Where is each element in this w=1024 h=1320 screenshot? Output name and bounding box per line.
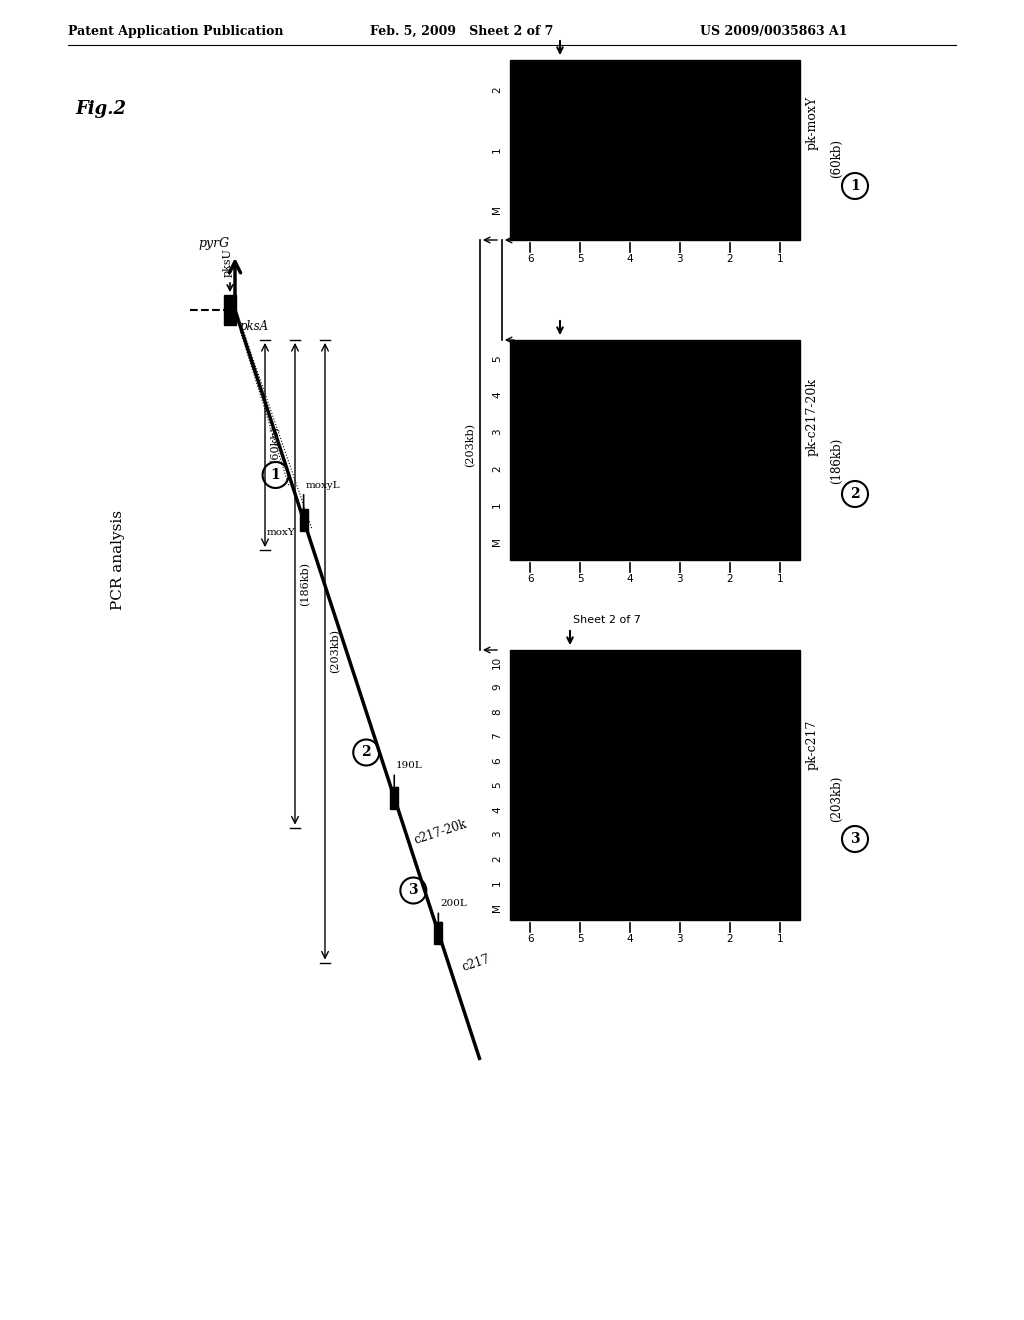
Text: Sheet 2 of 7: Sheet 2 of 7 xyxy=(573,615,641,624)
Bar xyxy=(300,510,307,531)
Text: M: M xyxy=(492,537,502,546)
Text: 1: 1 xyxy=(270,469,281,482)
Text: Fig.2: Fig.2 xyxy=(75,100,126,117)
Bar xyxy=(224,294,236,325)
Text: 3: 3 xyxy=(492,830,502,837)
Text: 5: 5 xyxy=(492,355,502,362)
Text: (203kb): (203kb) xyxy=(830,775,843,821)
Text: 3: 3 xyxy=(677,253,683,264)
Text: 3: 3 xyxy=(850,832,860,846)
Text: 5: 5 xyxy=(577,574,584,583)
Text: 1: 1 xyxy=(850,180,860,193)
Text: 3: 3 xyxy=(492,429,502,436)
Text: 6: 6 xyxy=(492,758,502,764)
Text: 1: 1 xyxy=(492,880,502,887)
Text: 4: 4 xyxy=(627,935,634,944)
Text: (203kb): (203kb) xyxy=(330,630,340,673)
Text: 2: 2 xyxy=(492,465,502,471)
Bar xyxy=(510,341,800,560)
Text: (186kb): (186kb) xyxy=(300,562,310,606)
Text: 3: 3 xyxy=(677,935,683,944)
Text: pyrG: pyrG xyxy=(199,238,230,249)
Text: 8: 8 xyxy=(492,708,502,714)
Text: M: M xyxy=(492,903,502,912)
Bar xyxy=(510,59,800,240)
Text: 2: 2 xyxy=(850,487,860,502)
Text: 2: 2 xyxy=(361,746,371,759)
Bar xyxy=(390,787,398,808)
Text: 2: 2 xyxy=(492,87,502,94)
Text: 6: 6 xyxy=(527,574,534,583)
Text: 5: 5 xyxy=(577,935,584,944)
Text: 10: 10 xyxy=(492,656,502,669)
Text: moxY: moxY xyxy=(267,528,296,537)
Text: PCR analysis: PCR analysis xyxy=(111,510,125,610)
Text: 7: 7 xyxy=(492,733,502,739)
Text: 2: 2 xyxy=(726,253,733,264)
Text: c217-20k: c217-20k xyxy=(413,817,468,847)
Text: 3: 3 xyxy=(677,574,683,583)
Text: 4: 4 xyxy=(627,574,634,583)
Text: 4: 4 xyxy=(492,807,502,813)
Text: 4: 4 xyxy=(492,392,502,399)
Text: US 2009/0035863 A1: US 2009/0035863 A1 xyxy=(700,25,848,38)
Text: M: M xyxy=(492,206,502,214)
Text: 1: 1 xyxy=(776,574,783,583)
Text: Feb. 5, 2009   Sheet 2 of 7: Feb. 5, 2009 Sheet 2 of 7 xyxy=(370,25,553,38)
Text: 9: 9 xyxy=(492,684,502,690)
Text: pk-c217: pk-c217 xyxy=(806,719,819,770)
Text: (60kb): (60kb) xyxy=(830,140,843,178)
Text: (186kb): (186kb) xyxy=(830,438,843,484)
Text: 2: 2 xyxy=(726,935,733,944)
Text: pk-moxY: pk-moxY xyxy=(806,96,819,150)
Text: 1: 1 xyxy=(492,147,502,153)
Text: 1: 1 xyxy=(492,502,502,508)
Bar xyxy=(510,649,800,920)
Text: Patent Application Publication: Patent Application Publication xyxy=(68,25,284,38)
Text: 1: 1 xyxy=(776,935,783,944)
Text: (203kb): (203kb) xyxy=(465,422,475,467)
Text: 2: 2 xyxy=(492,855,502,862)
Text: pksU: pksU xyxy=(223,248,233,277)
Text: moxyL: moxyL xyxy=(305,480,340,490)
Text: 1: 1 xyxy=(776,253,783,264)
Text: 6: 6 xyxy=(527,253,534,264)
Text: 4: 4 xyxy=(627,253,634,264)
Text: 5: 5 xyxy=(577,253,584,264)
Text: 5: 5 xyxy=(492,781,502,788)
Text: 2: 2 xyxy=(726,574,733,583)
Text: 3: 3 xyxy=(409,883,418,898)
Text: c217: c217 xyxy=(461,953,492,974)
Text: 200L: 200L xyxy=(440,899,467,908)
Text: pk-c217-20k: pk-c217-20k xyxy=(806,378,819,455)
Text: 6: 6 xyxy=(527,935,534,944)
Text: (60kb): (60kb) xyxy=(270,426,281,463)
Text: 190L: 190L xyxy=(396,762,423,771)
Bar xyxy=(434,921,442,944)
Text: pksA: pksA xyxy=(240,319,269,333)
